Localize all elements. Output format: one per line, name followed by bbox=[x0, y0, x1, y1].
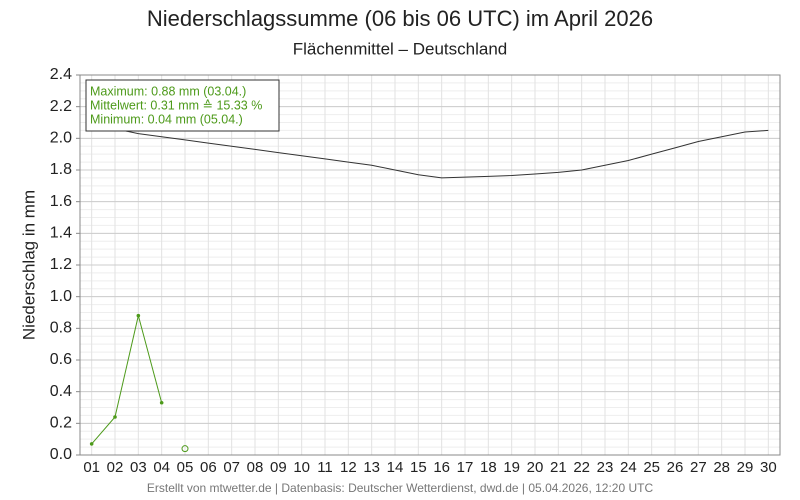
y-tick-label: 2.2 bbox=[50, 98, 72, 115]
info-text: Minimum: 0.04 mm (05.04.) bbox=[90, 112, 243, 126]
chart-subtitle: Flächenmittel – Deutschland bbox=[293, 39, 508, 58]
x-tick-label: 09 bbox=[270, 459, 287, 476]
x-tick-label: 13 bbox=[363, 459, 380, 476]
series-line bbox=[91, 125, 769, 179]
x-tick-label: 24 bbox=[620, 459, 637, 476]
x-tick-label: 06 bbox=[200, 459, 217, 476]
x-tick-label: 07 bbox=[223, 459, 240, 476]
plot-frame bbox=[79, 74, 781, 456]
info-box bbox=[85, 79, 280, 132]
x-tick-label: 08 bbox=[247, 459, 264, 476]
x-tick-label: 22 bbox=[573, 459, 590, 476]
x-tick-label: 16 bbox=[433, 459, 450, 476]
x-tick-label: 30 bbox=[760, 459, 777, 476]
x-tick-label: 25 bbox=[643, 459, 660, 476]
data-point bbox=[159, 400, 164, 405]
x-tick-label: 05 bbox=[177, 459, 194, 476]
x-tick-label: 15 bbox=[410, 459, 427, 476]
series-line bbox=[91, 315, 163, 445]
x-tick-label: 17 bbox=[457, 459, 474, 476]
y-tick-label: 1.0 bbox=[50, 288, 72, 305]
y-tick-label: 1.4 bbox=[50, 225, 72, 242]
y-tick-label: 1.6 bbox=[50, 193, 72, 210]
x-tick-label: 23 bbox=[597, 459, 614, 476]
x-tick-label: 03 bbox=[130, 459, 147, 476]
y-axis-label: Niederschlag in mm bbox=[19, 190, 38, 340]
y-tick-label: 1.2 bbox=[50, 256, 72, 273]
x-tick-label: 04 bbox=[153, 459, 170, 476]
y-tick-label: 0.8 bbox=[50, 320, 72, 337]
y-tick-label: 1.8 bbox=[50, 161, 72, 178]
data-point bbox=[181, 445, 189, 453]
x-tick-label: 28 bbox=[713, 459, 730, 476]
y-tick-label: 2.0 bbox=[50, 130, 72, 147]
footer: Erstellt von mtwetter.de | Datenbasis: D… bbox=[147, 481, 654, 495]
x-tick-label: 18 bbox=[480, 459, 497, 476]
info-text: Mittelwert: 0.31 mm ≙ 15.33 % bbox=[90, 98, 262, 112]
data-point bbox=[89, 442, 94, 446]
y-tick-label: 0.2 bbox=[50, 415, 72, 432]
x-tick-label: 26 bbox=[667, 459, 684, 476]
info-text: Maximum: 0.88 mm (03.04.) bbox=[90, 84, 246, 98]
y-tick-label: 0.6 bbox=[50, 351, 72, 368]
x-tick-label: 21 bbox=[550, 459, 567, 476]
x-tick-label: 11 bbox=[317, 459, 333, 476]
chart-title: Niederschlagssumme (06 bis 06 UTC) im Ap… bbox=[147, 6, 653, 31]
x-tick-label: 10 bbox=[293, 459, 310, 476]
x-tick-label: 14 bbox=[387, 459, 404, 476]
y-tick-label: 0.0 bbox=[50, 446, 72, 463]
data-point bbox=[136, 313, 141, 318]
data-point bbox=[113, 415, 117, 419]
x-tick-label: 29 bbox=[737, 459, 754, 476]
x-tick-label: 02 bbox=[107, 459, 124, 476]
x-tick-label: 20 bbox=[527, 459, 544, 476]
x-tick-label: 12 bbox=[340, 459, 357, 476]
y-tick-label: 0.4 bbox=[50, 383, 72, 400]
x-tick-label: 27 bbox=[690, 459, 707, 476]
y-tick-label: 2.4 bbox=[50, 66, 72, 83]
x-tick-label: 01 bbox=[83, 459, 100, 476]
x-tick-label: 19 bbox=[503, 459, 520, 476]
